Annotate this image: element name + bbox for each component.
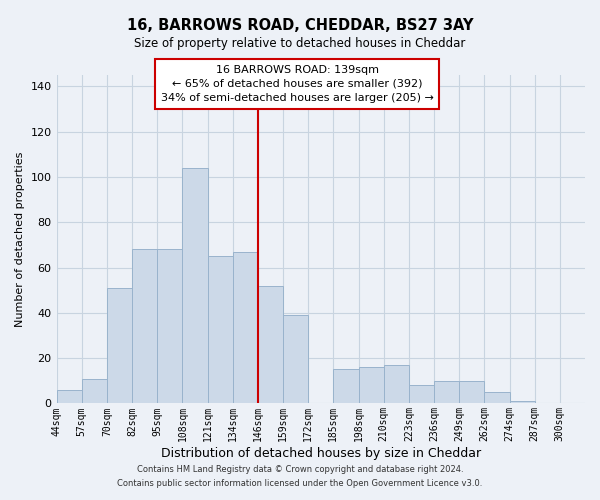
Bar [258, 286, 283, 404]
Bar [484, 392, 509, 404]
Bar [233, 252, 258, 404]
Bar [208, 256, 233, 404]
Text: 16, BARROWS ROAD, CHEDDAR, BS27 3AY: 16, BARROWS ROAD, CHEDDAR, BS27 3AY [127, 18, 473, 32]
Bar [157, 250, 182, 404]
Bar [182, 168, 208, 404]
Bar [107, 288, 132, 404]
Bar [283, 315, 308, 404]
Bar [359, 367, 383, 404]
Y-axis label: Number of detached properties: Number of detached properties [15, 152, 25, 327]
Bar [56, 390, 82, 404]
Bar [434, 381, 459, 404]
Bar [383, 365, 409, 404]
Text: Size of property relative to detached houses in Cheddar: Size of property relative to detached ho… [134, 38, 466, 51]
Text: 16 BARROWS ROAD: 139sqm
← 65% of detached houses are smaller (392)
34% of semi-d: 16 BARROWS ROAD: 139sqm ← 65% of detache… [161, 65, 433, 103]
Bar [334, 370, 359, 404]
X-axis label: Distribution of detached houses by size in Cheddar: Distribution of detached houses by size … [161, 447, 481, 460]
Bar [459, 381, 484, 404]
Bar [132, 250, 157, 404]
Bar [509, 401, 535, 404]
Bar [409, 386, 434, 404]
Text: Contains HM Land Registry data © Crown copyright and database right 2024.
Contai: Contains HM Land Registry data © Crown c… [118, 466, 482, 487]
Bar [82, 378, 107, 404]
